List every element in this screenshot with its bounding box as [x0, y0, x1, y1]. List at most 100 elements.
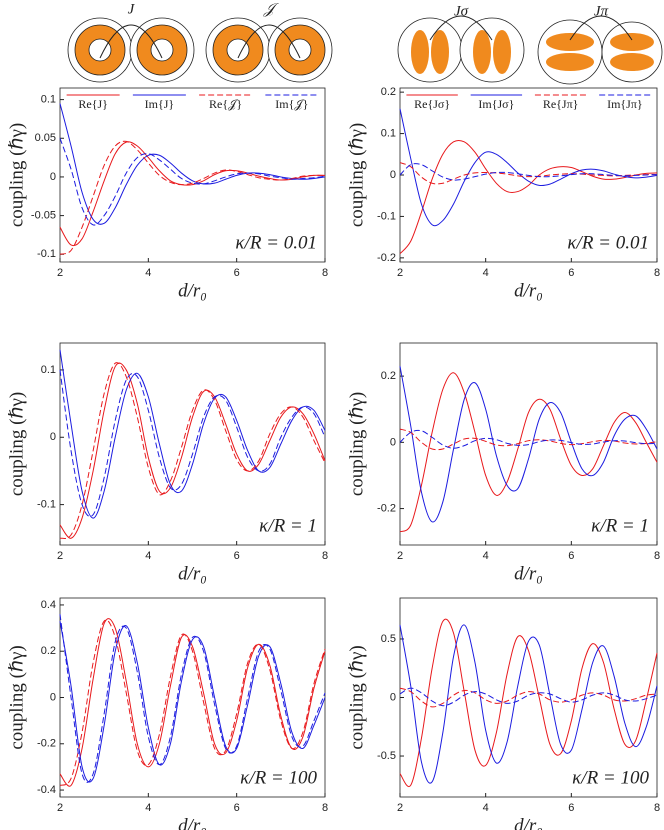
y-tick-label: 0 — [390, 436, 396, 448]
series-line — [59, 619, 326, 786]
x-tick-label: 6 — [234, 550, 240, 562]
x-axis-label: d/r₀ — [178, 563, 207, 584]
x-tick-label: 2 — [397, 802, 403, 814]
annotation: κ/R = 0.01 — [235, 232, 317, 253]
series-line — [59, 618, 326, 787]
series-line — [399, 687, 658, 707]
x-tick-label: 8 — [322, 550, 328, 562]
y-tick-label: 0.1 — [41, 94, 56, 106]
x-tick-label: 8 — [654, 550, 660, 562]
y-tick-label: -0.1 — [37, 248, 56, 260]
y-tick-label: -0.2 — [377, 252, 396, 264]
series-line — [59, 349, 326, 519]
y-tick-label: 0 — [50, 171, 56, 183]
series-line — [59, 369, 326, 518]
x-tick-label: 4 — [145, 550, 151, 562]
series-line — [399, 429, 658, 449]
series-line — [399, 162, 658, 185]
series-line — [399, 687, 658, 708]
legend-label: Im{𝒥} — [275, 97, 308, 111]
legend-label: Re{Jπ} — [543, 97, 579, 111]
x-tick-label: 6 — [234, 267, 240, 279]
series-line — [399, 624, 658, 784]
x-tick-label: 2 — [57, 802, 63, 814]
series-line — [59, 103, 326, 225]
legend-label: Im{J} — [145, 97, 175, 111]
y-tick-label: 0 — [390, 169, 396, 181]
x-tick-label: 4 — [145, 267, 151, 279]
series-line — [59, 614, 326, 783]
x-tick-label: 4 — [483, 802, 489, 814]
icon-label: 𝒥 — [263, 1, 280, 17]
x-tick-label: 2 — [57, 267, 63, 279]
series-line — [59, 138, 326, 226]
y-tick-label: 0.05 — [35, 132, 56, 144]
annotation: κ/R = 0.01 — [567, 232, 649, 253]
x-tick-label: 2 — [397, 267, 403, 279]
annotation: κ/R = 1 — [591, 515, 649, 536]
x-tick-label: 4 — [483, 267, 489, 279]
y-tick-label: 0.2 — [381, 86, 396, 98]
x-tick-label: 6 — [568, 267, 574, 279]
y-axis-label: coupling (ℏγ) — [6, 645, 27, 749]
y-axis-label: coupling (ℏγ) — [346, 392, 367, 496]
x-tick-label: 8 — [654, 267, 660, 279]
series-line — [399, 618, 658, 788]
icon-label: Jσ — [454, 3, 469, 19]
legend-label: Re{𝒥} — [209, 97, 242, 111]
x-axis-label: d/r₀ — [178, 815, 207, 830]
annotation: κ/R = 100 — [572, 767, 649, 788]
y-tick-label: 0.4 — [41, 599, 56, 611]
y-tick-label: -0.1 — [37, 499, 56, 511]
x-tick-label: 2 — [57, 550, 63, 562]
y-axis-label: coupling (ℏγ) — [346, 645, 367, 749]
y-tick-label: 0 — [50, 431, 56, 443]
series-line — [399, 108, 658, 227]
legend-label: Im{Jπ} — [607, 97, 643, 111]
y-tick-label: 0.1 — [41, 364, 56, 376]
legend-label: Im{Jσ} — [478, 97, 514, 111]
x-tick-label: 8 — [654, 802, 660, 814]
x-axis-label: d/r₀ — [178, 280, 207, 301]
x-axis-label: d/r₀ — [514, 280, 543, 301]
annotation: κ/R = 100 — [240, 767, 317, 788]
x-axis-label: d/r₀ — [514, 815, 543, 830]
y-tick-label: 0.2 — [41, 645, 56, 657]
y-tick-label: 0.1 — [381, 127, 396, 139]
x-tick-label: 4 — [145, 802, 151, 814]
plot-frame — [399, 342, 658, 546]
x-tick-label: 8 — [322, 267, 328, 279]
icon-label: Jπ — [594, 3, 609, 19]
icons — [67, 15, 663, 85]
series-line — [399, 428, 658, 451]
series-line — [59, 140, 326, 255]
series-line — [399, 163, 658, 181]
y-tick-label: 0 — [390, 691, 396, 703]
y-tick-label: -0.1 — [377, 210, 396, 222]
x-tick-label: 2 — [397, 550, 403, 562]
x-tick-label: 6 — [568, 802, 574, 814]
legend-label: Re{Jσ} — [414, 97, 450, 111]
series-line — [399, 366, 658, 523]
annotation: κ/R = 1 — [259, 515, 317, 536]
series-line — [399, 372, 658, 533]
x-tick-label: 6 — [234, 802, 240, 814]
plot-frame — [59, 342, 326, 546]
y-axis-label: coupling (ℏγ) — [346, 123, 367, 227]
series-line — [59, 362, 326, 539]
x-axis-label: d/r₀ — [514, 563, 543, 584]
icon-label: J — [128, 1, 136, 17]
y-tick-label: -0.05 — [31, 210, 56, 222]
series-line — [399, 139, 658, 255]
y-tick-label: 0.5 — [381, 633, 396, 645]
x-tick-label: 6 — [568, 550, 574, 562]
y-tick-label: 0.2 — [381, 370, 396, 382]
y-tick-label: -0.4 — [37, 784, 56, 796]
y-axis-label: coupling (ℏγ) — [6, 392, 27, 496]
y-tick-label: 0 — [50, 691, 56, 703]
y-tick-label: -0.2 — [377, 502, 396, 514]
x-tick-label: 8 — [322, 802, 328, 814]
y-tick-label: -0.5 — [377, 750, 396, 762]
